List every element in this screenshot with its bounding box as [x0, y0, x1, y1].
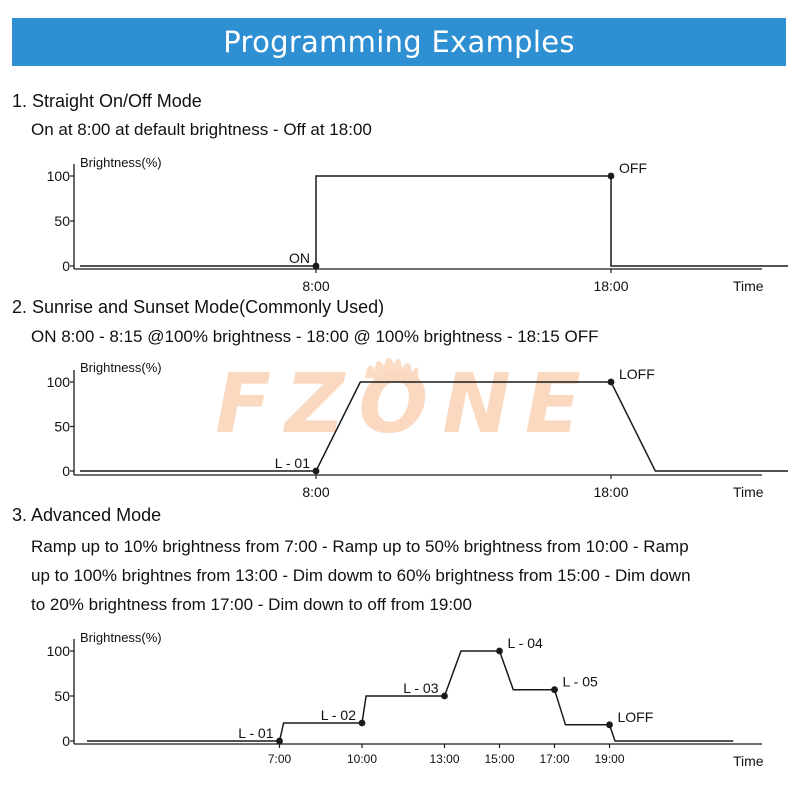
point-marker [551, 686, 558, 694]
x-axis-label: Time [733, 753, 764, 769]
x-tick-label: 17:00 [539, 752, 569, 766]
y-tick-label: 100 [47, 168, 71, 184]
section-1-title: 1. Straight On/Off Mode [12, 91, 202, 111]
point-marker [606, 721, 613, 729]
point-label: LOFF [619, 366, 655, 382]
section-3-description-line: up to 100% brightnes from 13:00 - Dim do… [31, 566, 691, 585]
section-3-description: Ramp up to 10% brightness from 7:00 - Ra… [31, 532, 783, 619]
series-line [87, 650, 734, 742]
point-label: ON [289, 250, 310, 266]
y-axis-label: Brightness(%) [80, 155, 162, 170]
x-tick-label: 18:00 [593, 484, 628, 500]
y-tick-label: 50 [54, 688, 70, 704]
x-tick-label: 10:00 [347, 752, 377, 766]
page-title: Programming Examples [223, 25, 575, 59]
x-tick-label: 8:00 [302, 484, 329, 500]
section-1-description: On at 8:00 at default brightness - Off a… [31, 120, 372, 139]
point-label: OFF [619, 160, 647, 176]
x-tick-label: 19:00 [594, 752, 624, 766]
point-marker [358, 719, 366, 727]
point-label: L - 01 [238, 725, 273, 741]
y-tick-label: 50 [54, 213, 70, 229]
point-label: LOFF [618, 709, 654, 725]
x-axis-label: Time [733, 484, 764, 500]
point-label: L - 05 [563, 674, 598, 690]
section-3-title: 3. Advanced Mode [12, 505, 162, 525]
point-marker [441, 692, 448, 700]
section-3-description-line: to 20% brightness from 17:00 - Dim down … [31, 595, 472, 614]
x-tick-label: 18:00 [593, 278, 628, 294]
y-tick-label: 100 [47, 643, 71, 659]
point-marker [607, 172, 615, 180]
y-axis-label: Brightness(%) [80, 630, 162, 645]
point-label: L - 03 [403, 680, 438, 696]
y-tick-label: 0 [62, 463, 70, 479]
x-tick-label: 15:00 [484, 752, 514, 766]
point-label: L - 01 [275, 455, 310, 471]
point-marker [312, 467, 320, 475]
x-tick-label: 7:00 [268, 752, 292, 766]
point-marker [496, 647, 503, 655]
title-banner: Programming Examples [12, 18, 786, 66]
section-2-description: ON 8:00 - 8:15 @100% brightness - 18:00 … [31, 327, 599, 346]
section-2-title: 2. Sunrise and Sunset Mode(Commonly Used… [12, 297, 385, 317]
point-label: L - 04 [508, 635, 543, 651]
y-tick-label: 100 [47, 374, 71, 390]
x-axis-label: Time [733, 278, 764, 294]
watermark-text: FZONE [215, 357, 595, 448]
y-tick-label: 0 [62, 258, 70, 274]
y-tick-label: 50 [54, 419, 70, 435]
fzone-watermark-logo: FZONE [215, 357, 595, 448]
x-tick-label: 13:00 [429, 752, 459, 766]
point-marker [312, 262, 320, 270]
point-label: L - 02 [321, 707, 356, 723]
section-3-description-line: Ramp up to 10% brightness from 7:00 - Ra… [31, 537, 689, 556]
point-marker [276, 737, 283, 745]
y-axis-label: Brightness(%) [80, 360, 162, 375]
y-tick-label: 0 [62, 733, 70, 749]
series-line [80, 175, 788, 267]
x-tick-label: 8:00 [302, 278, 329, 294]
